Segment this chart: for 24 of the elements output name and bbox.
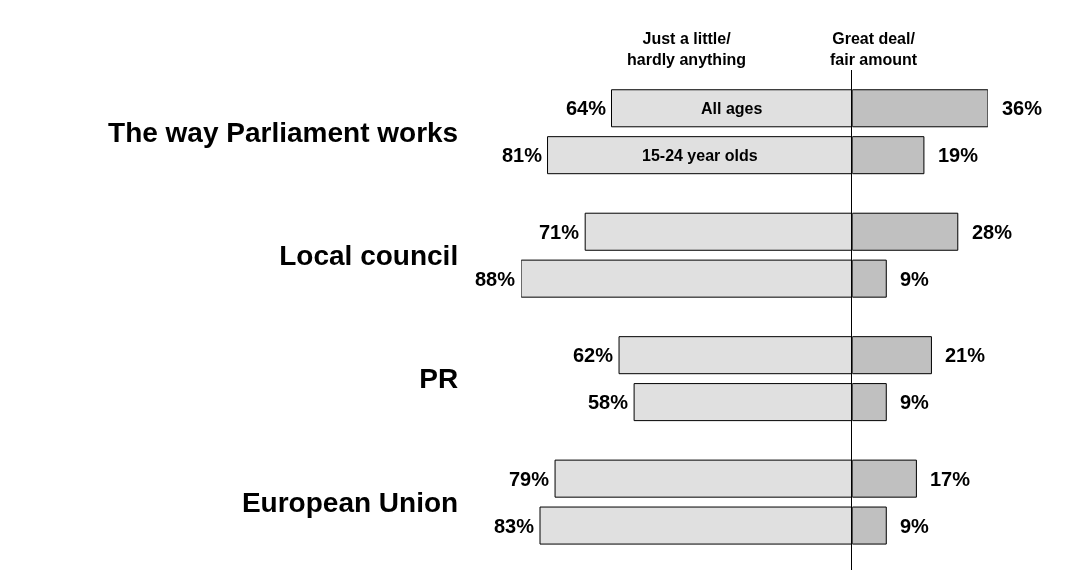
data-label: 36% [1002, 97, 1043, 119]
data-label: 62% [573, 344, 614, 366]
data-label: 9% [900, 268, 930, 290]
y-tick-label: European Union [241, 486, 459, 518]
data-label: 83% [494, 515, 535, 537]
data-label: 88% [475, 268, 516, 290]
data-label: 71% [539, 221, 580, 243]
chart-title: Great deal/ fair amount [830, 30, 918, 68]
data-label: 79% [509, 468, 550, 490]
data-label: 9% [900, 515, 930, 537]
y-tick-label: The way Parliament works [108, 116, 459, 148]
data-label: 28% [972, 221, 1013, 243]
data-label: 64% [566, 97, 607, 119]
data-label: 81% [502, 144, 543, 166]
data-label: 58% [588, 391, 629, 413]
series-label: All ages [701, 100, 763, 117]
series-label: 15-24 year olds [642, 147, 758, 164]
y-tick-label: PR [419, 363, 459, 395]
data-label: 19% [938, 144, 979, 166]
chart-title: Just a little/ hardly anything [627, 30, 747, 68]
data-label: 17% [930, 468, 971, 490]
data-label: 21% [945, 344, 986, 366]
data-label: 9% [900, 391, 930, 413]
y-tick-label: Local council [279, 239, 459, 271]
